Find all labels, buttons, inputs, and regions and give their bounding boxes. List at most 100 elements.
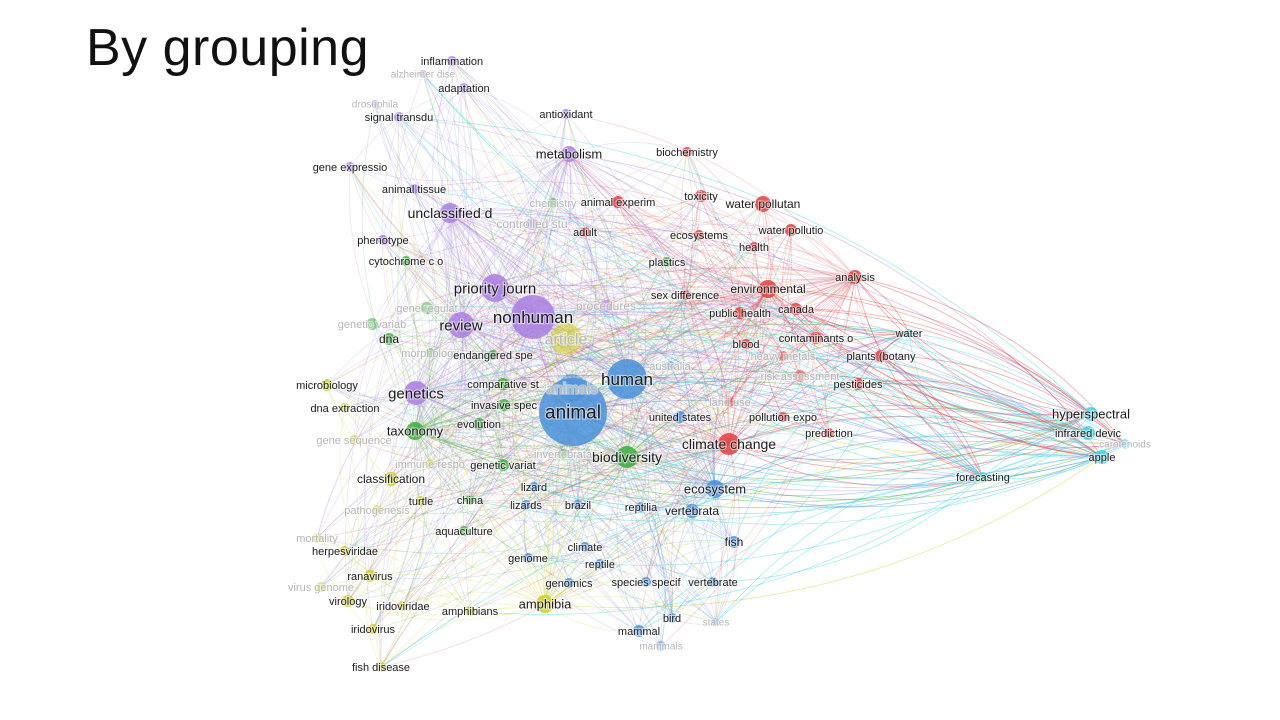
node-unitedstates[interactable]: [674, 411, 686, 423]
node-vertebrate[interactable]: [708, 577, 718, 587]
node-landuse[interactable]: [725, 397, 735, 407]
node-signal[interactable]: [394, 112, 404, 122]
node-fish[interactable]: [728, 536, 740, 548]
node-dna[interactable]: [383, 333, 395, 345]
node-ecosystem[interactable]: [706, 480, 724, 498]
node-phenotype[interactable]: [378, 235, 388, 245]
node-virology[interactable]: [342, 595, 354, 607]
node-fishdisease[interactable]: [376, 662, 386, 672]
node-generegul[interactable]: [421, 302, 433, 314]
node-virusgen[interactable]: [316, 582, 326, 592]
node-comparative[interactable]: [497, 378, 509, 390]
node-taxonomy[interactable]: [406, 422, 424, 440]
node-reptile[interactable]: [595, 559, 605, 569]
node-water[interactable]: [905, 329, 913, 337]
node-morpho[interactable]: [425, 348, 435, 358]
node-states[interactable]: [712, 618, 720, 626]
node-forecasting[interactable]: [978, 472, 988, 482]
node-climatechange[interactable]: [718, 433, 740, 455]
node-biochemistry[interactable]: [682, 147, 692, 157]
node-drosophila[interactable]: [371, 100, 379, 108]
node-carotenoids[interactable]: [1120, 439, 1130, 449]
node-geneticvar[interactable]: [497, 459, 509, 471]
node-heavymetal[interactable]: [778, 351, 788, 361]
node-australia[interactable]: [665, 361, 675, 371]
node-alzheimer[interactable]: [419, 70, 427, 78]
node-vertebrata[interactable]: [685, 504, 699, 518]
node-evolution[interactable]: [473, 418, 485, 430]
node-nonhuman[interactable]: [511, 295, 555, 339]
node-dnaext[interactable]: [340, 403, 350, 413]
node-publichealth[interactable]: [734, 307, 746, 319]
node-sexdiff[interactable]: [680, 290, 690, 300]
node-analysis[interactable]: [848, 270, 862, 284]
node-prediction[interactable]: [824, 428, 834, 438]
node-environmental[interactable]: [759, 280, 777, 298]
node-genome[interactable]: [523, 553, 533, 563]
node-unclassified[interactable]: [440, 203, 460, 223]
node-blood[interactable]: [741, 339, 751, 349]
node-inflammation[interactable]: [447, 56, 457, 66]
node-human[interactable]: [607, 359, 647, 399]
node-waterpoll2[interactable]: [785, 224, 797, 236]
node-invertebrata[interactable]: [558, 449, 568, 459]
node-mammals[interactable]: [656, 641, 666, 651]
node-pollution[interactable]: [778, 412, 788, 422]
node-animal[interactable]: [539, 378, 607, 446]
node-apple[interactable]: [1095, 450, 1109, 464]
node-geneticvar2[interactable]: [366, 318, 378, 330]
node-lizard[interactable]: [529, 482, 539, 492]
node-endangered[interactable]: [488, 350, 498, 360]
node-iridovirus[interactable]: [368, 624, 378, 634]
node-plastics[interactable]: [662, 257, 672, 267]
node-bird[interactable]: [667, 613, 677, 623]
node-ranavirus[interactable]: [364, 570, 376, 582]
node-geneexpr[interactable]: [345, 162, 355, 172]
node-adaptation[interactable]: [459, 83, 469, 93]
node-aquaculture[interactable]: [459, 526, 469, 536]
node-invasive[interactable]: [498, 399, 510, 411]
node-waterpoll[interactable]: [755, 196, 771, 212]
node-infrared[interactable]: [1081, 426, 1095, 440]
node-brazil[interactable]: [573, 500, 583, 510]
node-adult[interactable]: [580, 227, 590, 237]
node-plantsbot[interactable]: [875, 350, 887, 362]
node-review[interactable]: [448, 312, 474, 338]
node-pathogenesis[interactable]: [372, 505, 382, 515]
node-turtle[interactable]: [416, 496, 426, 506]
node-herpes[interactable]: [340, 546, 350, 556]
node-ecosystems[interactable]: [694, 230, 704, 240]
node-hyperspectral[interactable]: [1084, 407, 1098, 421]
node-riskassess[interactable]: [794, 370, 806, 382]
node-health[interactable]: [749, 242, 759, 252]
node-article[interactable]: [550, 323, 582, 355]
node-iridoviridae[interactable]: [398, 601, 408, 611]
node-genomics[interactable]: [564, 578, 574, 588]
node-biodiversity[interactable]: [616, 446, 638, 468]
node-animalexp[interactable]: [612, 196, 624, 208]
node-microbiology[interactable]: [321, 379, 333, 391]
node-contaminants[interactable]: [810, 332, 822, 344]
node-classification[interactable]: [384, 472, 398, 486]
node-amphibia[interactable]: [536, 595, 554, 613]
node-cytochrome[interactable]: [401, 256, 411, 266]
node-geneseq[interactable]: [349, 435, 359, 445]
node-animals[interactable]: [558, 374, 586, 402]
node-genetics[interactable]: [404, 381, 428, 405]
node-chemistry[interactable]: [548, 198, 558, 208]
node-speciesspec[interactable]: [641, 577, 651, 587]
node-priority[interactable]: [481, 274, 509, 302]
node-antioxidant[interactable]: [561, 109, 571, 119]
node-controlled[interactable]: [526, 218, 538, 230]
node-canada[interactable]: [790, 303, 802, 315]
node-amphibians[interactable]: [465, 606, 475, 616]
node-lizards[interactable]: [521, 500, 531, 510]
node-mammal[interactable]: [633, 625, 645, 637]
node-procedures[interactable]: [600, 300, 612, 312]
node-animaltissue[interactable]: [409, 184, 419, 194]
node-toxicity[interactable]: [695, 190, 707, 202]
node-china[interactable]: [465, 495, 475, 505]
node-climate[interactable]: [580, 542, 590, 552]
node-immune[interactable]: [425, 459, 435, 469]
node-mortality[interactable]: [312, 533, 322, 543]
